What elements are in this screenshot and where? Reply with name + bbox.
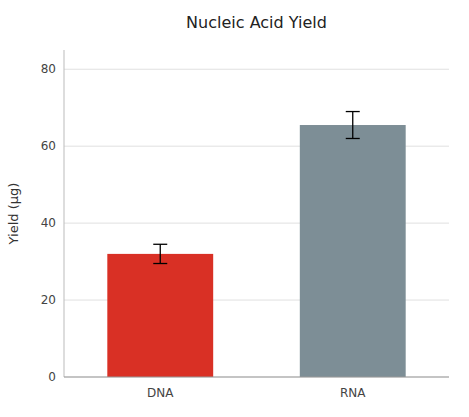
- x-tick-label: DNA: [147, 386, 174, 400]
- error-cap: [153, 244, 167, 245]
- y-tick-label: 20: [41, 293, 56, 307]
- grid: [64, 69, 449, 377]
- error-cap: [346, 111, 360, 112]
- x-tick-label: RNA: [340, 386, 366, 400]
- chart-title: Nucleic Acid Yield: [186, 13, 327, 32]
- error-cap: [346, 138, 360, 139]
- grid-line: [64, 69, 449, 70]
- grid-line: [64, 377, 449, 378]
- y-tick-label: 0: [48, 370, 56, 384]
- bar: [300, 125, 406, 377]
- error-line: [160, 244, 161, 263]
- bars: [107, 112, 405, 377]
- error-bar: [346, 112, 360, 139]
- x-axis-line: [64, 377, 449, 378]
- bar: [107, 254, 213, 377]
- chart-container: 0 20 40 60 80 DNA RNA Nucleic Acid Yield Yield (…: [0, 0, 469, 417]
- error-bar: [153, 244, 167, 263]
- chart-svg: 0 20 40 60 80 DNA RNA Nucleic Acid Yield Yield (…: [0, 0, 469, 417]
- y-axis-label: Yield (µg): [6, 183, 21, 246]
- y-tick-label: 80: [41, 62, 56, 76]
- y-tick-label: 60: [41, 139, 56, 153]
- y-tick-label: 40: [41, 216, 56, 230]
- error-cap: [153, 263, 167, 264]
- y-axis-line: [64, 50, 65, 377]
- error-line: [352, 112, 353, 139]
